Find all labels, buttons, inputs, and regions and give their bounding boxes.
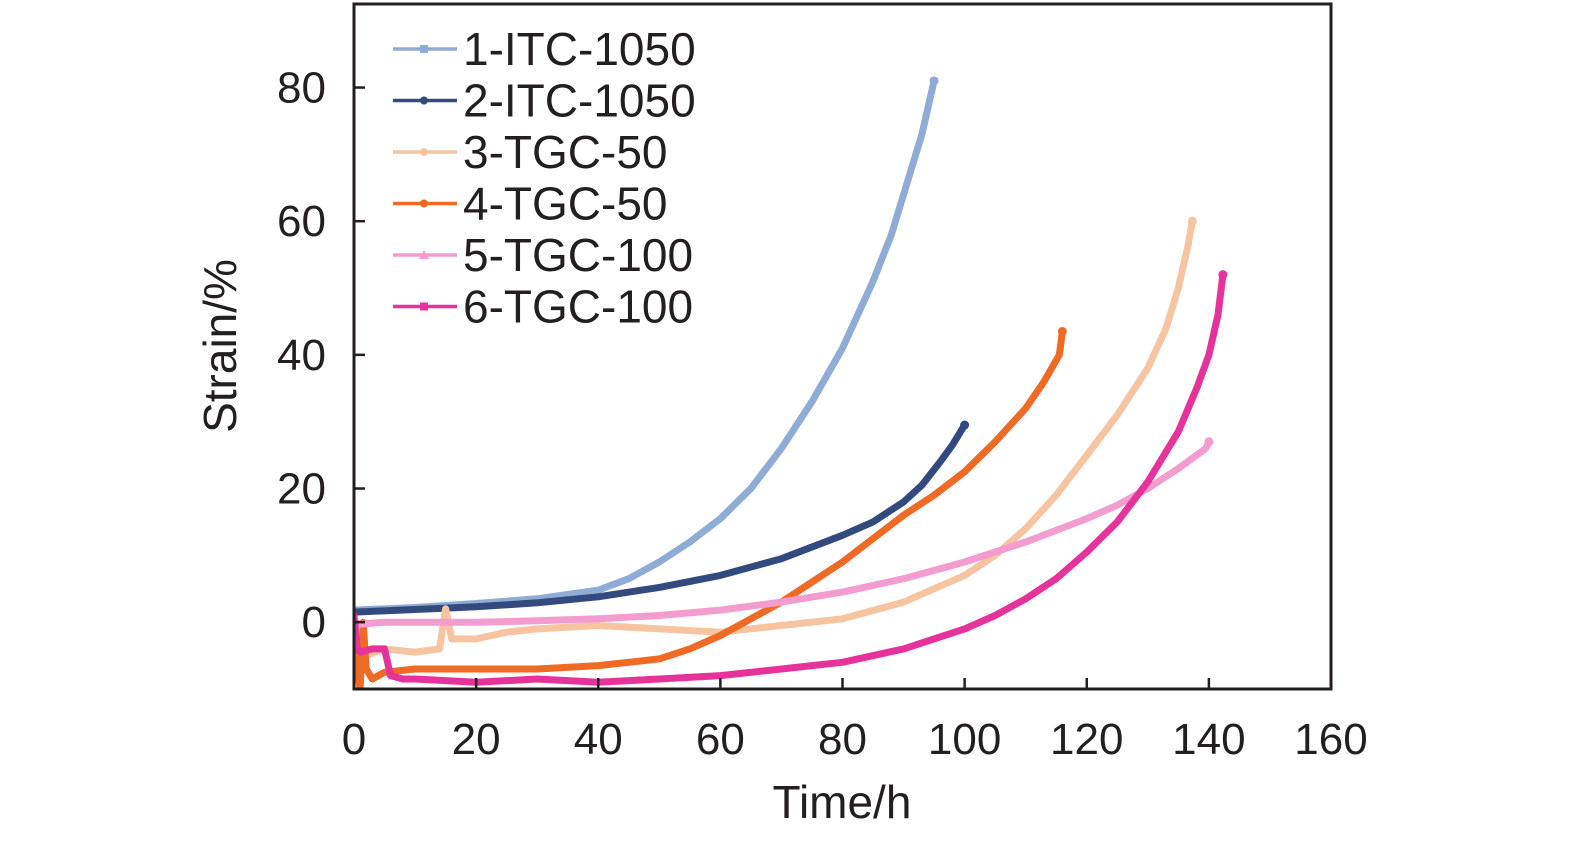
legend-label: 2-ITC-1050 <box>463 75 696 127</box>
legend-item: 4-TGC-50 <box>393 178 667 230</box>
series-2 <box>354 420 970 616</box>
legend-label: 4-TGC-50 <box>463 178 667 230</box>
series-end-marker <box>1057 326 1067 336</box>
y-tick-label: 0 <box>302 598 326 647</box>
series-line <box>354 217 1196 660</box>
legend-circle-marker-icon <box>420 96 428 105</box>
series-5 <box>354 437 1214 628</box>
series-line <box>354 77 938 614</box>
y-tick-label: 80 <box>277 64 326 113</box>
series-end-marker <box>960 420 970 430</box>
series-end-marker <box>1204 437 1214 447</box>
legend-item: 6-TGC-100 <box>393 281 693 333</box>
x-tick-label: 40 <box>574 715 623 764</box>
legend-label: 3-TGC-50 <box>463 126 667 178</box>
legend-square-marker-icon <box>420 45 428 53</box>
series-1 <box>354 76 939 614</box>
legend-label: 1-ITC-1050 <box>463 23 696 75</box>
x-tick-label: 160 <box>1294 715 1367 764</box>
series-end-marker <box>1218 270 1228 280</box>
legend: 1-ITC-10502-ITC-10503-TGC-504-TGC-505-TG… <box>393 23 696 333</box>
series-6 <box>354 270 1228 686</box>
x-tick-label: 60 <box>696 715 745 764</box>
legend-circle-marker-icon <box>420 148 428 156</box>
x-axis-title: Time/h <box>773 776 912 828</box>
legend-triangle-marker-icon <box>419 250 429 259</box>
y-axis-title: Strain/% <box>194 259 246 433</box>
legend-item: 3-TGC-50 <box>393 126 667 178</box>
legend-item: 2-ITC-1050 <box>393 75 696 127</box>
series-end-marker <box>1187 216 1197 226</box>
x-tick-label: 0 <box>342 715 366 764</box>
y-tick-label: 60 <box>277 197 326 246</box>
x-tick-label: 80 <box>818 715 867 764</box>
series-line <box>354 328 1066 689</box>
series-end-marker <box>929 76 939 86</box>
legend-square-marker-icon <box>420 302 428 311</box>
series-layer <box>354 76 1228 689</box>
y-axis-ticks: 0 20 40 60 80 <box>277 64 365 647</box>
series-3 <box>354 216 1197 660</box>
series-4 <box>354 326 1067 689</box>
legend-item: 5-TGC-100 <box>393 229 693 281</box>
x-tick-label: 140 <box>1172 715 1245 764</box>
x-tick-label: 100 <box>928 715 1001 764</box>
x-axis-ticks: 0 20 40 60 80 100 120 140 160 <box>342 678 1368 764</box>
legend-label: 6-TGC-100 <box>463 281 693 333</box>
y-tick-label: 20 <box>277 465 326 514</box>
series-line <box>354 438 1213 628</box>
y-tick-label: 40 <box>277 331 326 380</box>
x-tick-label: 120 <box>1050 715 1123 764</box>
x-tick-label: 20 <box>452 715 501 764</box>
legend-item: 1-ITC-1050 <box>393 23 696 75</box>
legend-circle-marker-icon <box>420 199 428 208</box>
series-line <box>354 271 1227 686</box>
legend-label: 5-TGC-100 <box>463 229 693 281</box>
series-line <box>354 421 969 616</box>
